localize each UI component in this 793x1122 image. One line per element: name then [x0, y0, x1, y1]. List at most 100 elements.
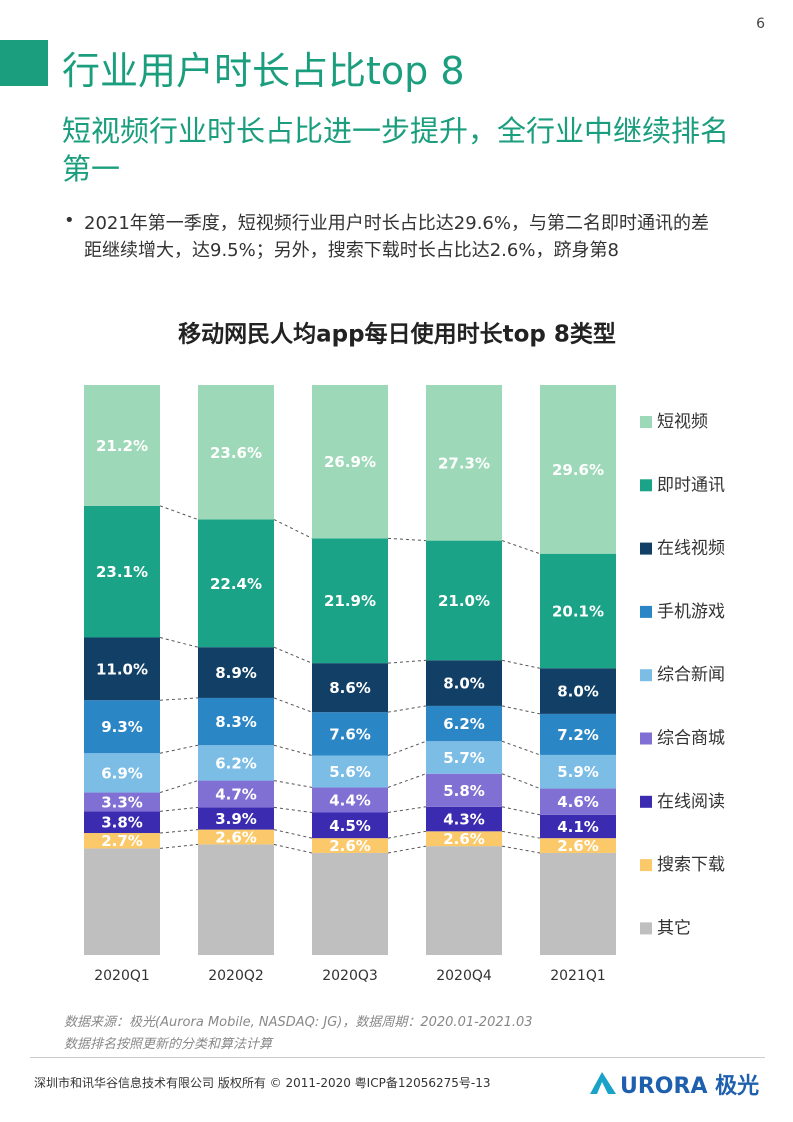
- data-label: 2.6%: [215, 829, 257, 847]
- connector: [387, 537, 427, 542]
- connector: [159, 806, 199, 812]
- data-label: 8.3%: [215, 713, 257, 731]
- legend-label: 在线阅读: [657, 792, 725, 812]
- data-label: 2.6%: [557, 837, 599, 855]
- bar-segment: [198, 745, 274, 781]
- x-tick-label: 2021Q1: [550, 968, 606, 984]
- data-label: 6.9%: [101, 764, 143, 782]
- data-label: 5.6%: [329, 763, 371, 781]
- bar-segment: [426, 806, 502, 832]
- connector: [387, 659, 427, 664]
- connector: [273, 806, 313, 813]
- chart-title: 移动网民人均app每日使用时长top 8类型: [178, 321, 616, 348]
- legend-swatch: [640, 542, 652, 555]
- bar-segment: [312, 852, 388, 955]
- data-label: 5.9%: [557, 763, 599, 781]
- bar-segment: [540, 852, 616, 955]
- bar-segment: [84, 385, 160, 506]
- connector: [273, 697, 313, 713]
- bar-segment: [540, 553, 616, 669]
- connector: [387, 830, 427, 839]
- data-label: 4.5%: [329, 817, 371, 835]
- data-label: 29.6%: [552, 461, 604, 479]
- data-label: 4.7%: [215, 785, 257, 803]
- bar-segment: [198, 647, 274, 698]
- bar-segment: [84, 700, 160, 754]
- bar-segment: [84, 505, 160, 638]
- data-label: 6.2%: [443, 715, 485, 733]
- bar-segment: [426, 741, 502, 774]
- data-label: 7.2%: [557, 726, 599, 744]
- bar-segment: [198, 844, 274, 955]
- legend-swatch: [640, 669, 652, 682]
- bar-segment: [198, 697, 274, 746]
- bar-segment: [198, 519, 274, 648]
- bullet-dot: •: [64, 210, 75, 231]
- footer-rule: [30, 1057, 765, 1058]
- data-label: 5.8%: [443, 782, 485, 800]
- x-tick-label: 2020Q4: [436, 968, 492, 984]
- data-label: 9.3%: [101, 718, 143, 736]
- bar-segment: [540, 713, 616, 755]
- bar-segment: [198, 829, 274, 845]
- bar-segment: [426, 846, 502, 955]
- connector: [159, 505, 199, 520]
- connector: [387, 705, 427, 713]
- bar-segment: [312, 787, 388, 813]
- bar-segment: [312, 712, 388, 756]
- page-number: 6: [756, 16, 765, 32]
- data-label: 8.0%: [443, 675, 485, 693]
- connector: [159, 697, 199, 701]
- data-label: 21.2%: [96, 437, 148, 455]
- data-label: 4.6%: [557, 793, 599, 811]
- connector: [273, 519, 313, 539]
- legend-swatch: [640, 479, 652, 492]
- data-label: 8.0%: [557, 683, 599, 701]
- bar-segment: [312, 385, 388, 539]
- logo: URORA 极光: [620, 1074, 760, 1099]
- bar-segment: [540, 814, 616, 839]
- legend-swatch: [640, 732, 652, 745]
- bar-segment: [312, 838, 388, 853]
- bar-segment: [312, 755, 388, 788]
- data-label: 2.7%: [101, 832, 143, 850]
- source: 数据来源：极光(Aurora Mobile, NASDAQ: JG)，数据周期：…: [64, 1012, 533, 1056]
- bar-segment: [426, 773, 502, 807]
- legend-label: 搜索下载: [657, 855, 725, 875]
- data-label: 8.9%: [215, 664, 257, 682]
- bar-segment: [84, 811, 160, 834]
- connector: [387, 740, 427, 756]
- legend-label: 在线视频: [657, 539, 725, 559]
- connector: [501, 830, 541, 839]
- data-label: 4.3%: [443, 811, 485, 829]
- bar-segment: [84, 833, 160, 849]
- data-label: 21.0%: [438, 592, 490, 610]
- connector: [159, 829, 199, 834]
- connector: [273, 843, 313, 854]
- data-label: 4.4%: [329, 791, 371, 809]
- data-label: 27.3%: [438, 454, 490, 472]
- data-label: 2.6%: [443, 830, 485, 848]
- source-line: 数据来源：极光(Aurora Mobile, NASDAQ: JG)，数据周期：…: [64, 1015, 533, 1030]
- connector: [159, 637, 199, 648]
- bar-segment: [426, 660, 502, 706]
- bar-segment: [84, 792, 160, 812]
- connector: [501, 806, 541, 816]
- connector: [387, 845, 427, 854]
- connector: [273, 646, 313, 664]
- connector: [159, 843, 199, 849]
- bar-segment: [426, 831, 502, 847]
- page-title: 行业用户时长占比top 8: [62, 49, 465, 93]
- connector: [501, 659, 541, 669]
- bar-segment: [198, 385, 274, 520]
- legend-label: 综合新闻: [657, 665, 725, 685]
- legend-swatch: [640, 795, 652, 808]
- connector: [273, 744, 313, 756]
- legend-swatch: [640, 859, 652, 872]
- data-label: 21.9%: [324, 592, 376, 610]
- x-tick-label: 2020Q2: [208, 968, 264, 984]
- connector: [501, 773, 541, 790]
- data-label: 6.2%: [215, 754, 257, 772]
- connector: [159, 780, 199, 794]
- x-tick-label: 2020Q3: [322, 968, 378, 984]
